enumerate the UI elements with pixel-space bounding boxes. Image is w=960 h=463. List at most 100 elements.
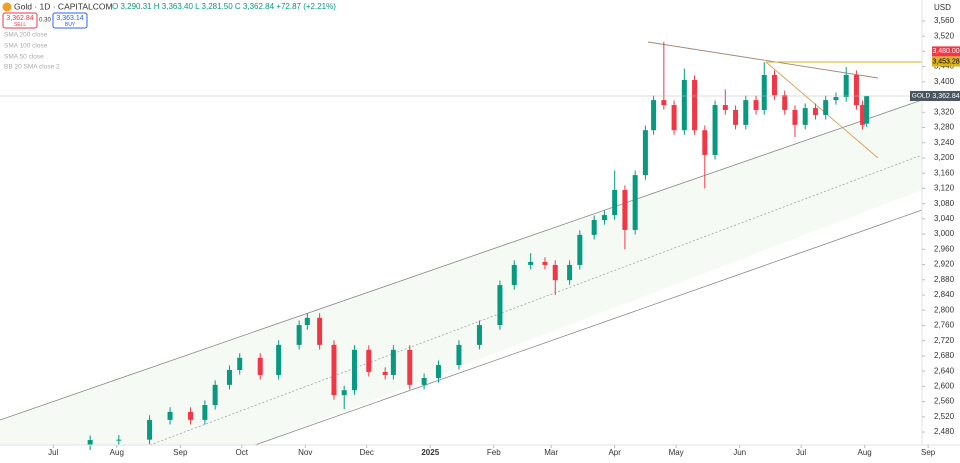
candle-body: [661, 100, 667, 106]
y-tick-label: 2,480: [934, 427, 955, 436]
candle-body: [116, 439, 122, 441]
price-label-box: [932, 56, 960, 67]
y-tick-label: 2,600: [934, 381, 955, 390]
price-label: 3,453.28: [932, 58, 959, 65]
candle-body: [843, 74, 849, 98]
x-tick-label: 2025: [421, 448, 439, 457]
x-tick-label: Dec: [360, 448, 374, 457]
candle-body: [304, 317, 310, 326]
sell-price: 3,362.84: [6, 15, 33, 22]
candle-body: [601, 215, 607, 221]
x-tick-label: Aug: [858, 448, 872, 457]
x-tick-label: Aug: [110, 448, 124, 457]
candle-body: [612, 189, 618, 216]
buy-label: BUY: [65, 22, 76, 28]
candle-body: [351, 349, 357, 391]
candle-body: [771, 74, 777, 96]
candle-body: [296, 325, 302, 345]
candle-body: [642, 130, 648, 176]
candle-body: [382, 371, 388, 375]
x-tick-label: Oct: [236, 448, 249, 457]
indicator: SMA 50 close: [4, 54, 44, 61]
x-tick-label: Mar: [544, 448, 558, 457]
y-tick-label: 3,160: [934, 168, 955, 177]
indicator: SMA 200 close: [4, 32, 48, 39]
y-tick-label: 2,840: [934, 290, 955, 299]
candle-body: [497, 285, 503, 326]
candle-body: [823, 100, 829, 115]
candle-body: [331, 344, 337, 396]
candle-body: [202, 405, 208, 420]
candle-body: [276, 344, 282, 375]
candle-body: [692, 79, 698, 131]
candle-body: [681, 79, 687, 131]
candle-body: [435, 365, 441, 379]
candle-body: [341, 390, 347, 396]
candle-body: [317, 317, 323, 345]
candle-body: [743, 100, 749, 125]
channel-upper: [0, 99, 923, 421]
y-tick-label: 3,320: [934, 107, 955, 116]
x-tick-label: Feb: [487, 448, 501, 457]
candle-body: [237, 357, 243, 371]
y-tick-label: 2,640: [934, 366, 955, 375]
y-tick-label: 2,560: [934, 397, 955, 406]
candle-body: [421, 378, 427, 385]
sell-button[interactable]: [2, 12, 38, 29]
indicator: SMA 100 close: [4, 43, 48, 50]
channel-mid: [149, 154, 923, 446]
candle-body: [366, 349, 372, 372]
symbol-icon: [2, 2, 12, 12]
candle-body: [733, 110, 739, 125]
price-label: 3,480.00: [932, 48, 959, 55]
x-tick-label: Apr: [608, 448, 621, 457]
y-tick-label: 2,720: [934, 336, 955, 345]
y-tick-label: 2,920: [934, 260, 955, 269]
candle-body: [802, 108, 808, 125]
y-tick-label: 2,880: [934, 275, 955, 284]
candle-body: [407, 349, 413, 385]
candle-body: [702, 130, 708, 155]
candle-body: [577, 234, 583, 265]
x-tick-label: Jul: [48, 448, 58, 457]
symbol: Gold · 1D · CAPITALCOM: [14, 1, 113, 11]
y-tick-label: 3,000: [934, 229, 955, 238]
candle-body: [853, 74, 859, 106]
candle-body: [591, 220, 597, 235]
y-tick-label: 2,800: [934, 305, 955, 314]
y-tick-label: 3,280: [934, 123, 955, 132]
candle-body: [632, 175, 638, 230]
candle-body: [552, 264, 558, 281]
candle-body: [87, 440, 93, 446]
price-label-box: [932, 46, 960, 57]
x-tick-label: Sep: [921, 448, 936, 457]
sell-label: SELL: [14, 22, 26, 28]
candle-body: [212, 384, 218, 406]
candle-body: [226, 370, 232, 385]
candle-body: [622, 189, 628, 230]
y-tick-label: 2,960: [934, 244, 955, 253]
x-tick-label: Jul: [796, 448, 806, 457]
y-tick-label: 3,080: [934, 199, 955, 208]
trend-top: [647, 41, 879, 79]
y-tick-label: 3,200: [934, 153, 955, 162]
candle-body: [782, 95, 788, 111]
candle-body: [722, 105, 728, 111]
buy-button[interactable]: [52, 12, 88, 29]
y-tick-label: 3,560: [934, 16, 955, 25]
price-label: 3,362.84: [932, 93, 959, 100]
y-tick-label: 2,680: [934, 351, 955, 360]
candle-body: [792, 110, 798, 125]
x-tick-label: Jun: [733, 448, 746, 457]
candle-body: [812, 108, 818, 115]
ohlc: O 3,290.31 H 3,363.40 L 3,281.50 C 3,362…: [112, 2, 336, 11]
candle-body: [476, 325, 482, 345]
candle-body: [528, 261, 534, 265]
price-name-box: [910, 90, 932, 101]
candle-body: [753, 100, 759, 111]
candle-body: [712, 105, 718, 155]
x-tick-label: Sep: [173, 448, 188, 457]
candle-body: [188, 411, 194, 420]
candle-body: [257, 357, 263, 375]
candle-body: [671, 105, 677, 131]
